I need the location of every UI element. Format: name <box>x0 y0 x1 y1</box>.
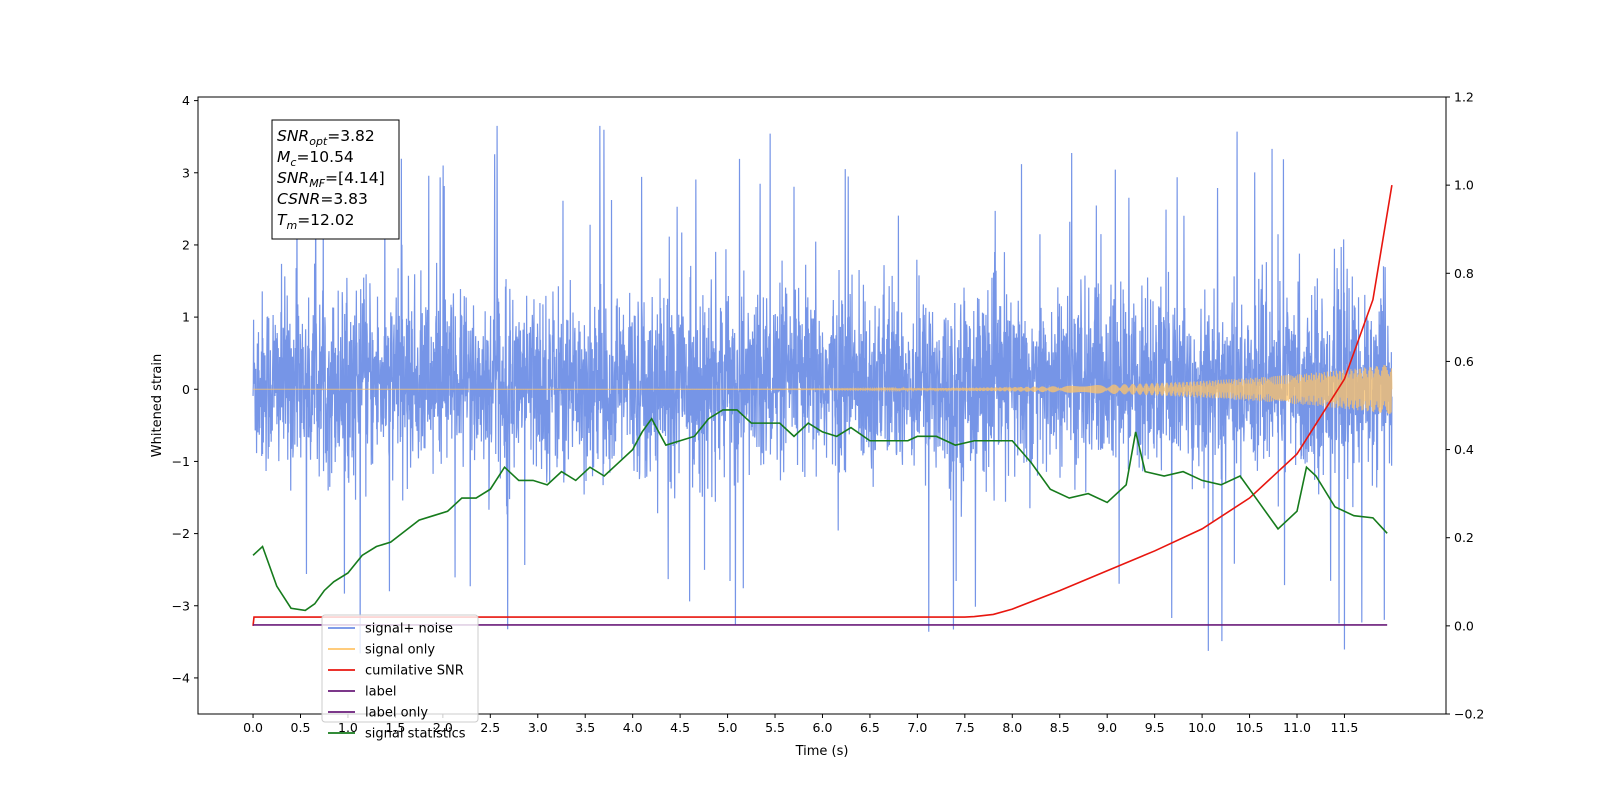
x-tick-label: 2.0 <box>433 720 453 735</box>
annotation-symbol: SNR <box>277 127 309 145</box>
y-left-tick-label: 4 <box>182 93 190 108</box>
annotation-line: SNRopt=3.82 <box>277 127 375 148</box>
annotation-value: =12.02 <box>297 211 354 229</box>
y-right-tick-label: 0.2 <box>1454 530 1474 545</box>
series-signal-noise <box>252 125 1393 654</box>
x-tick-label: 8.0 <box>1002 720 1022 735</box>
y-right-tick-label: 0.8 <box>1454 266 1474 281</box>
x-tick-label: 1.0 <box>338 720 358 735</box>
x-tick-label: 9.5 <box>1145 720 1165 735</box>
x-tick-label: 4.5 <box>670 720 690 735</box>
x-tick-label: 8.5 <box>1050 720 1070 735</box>
y-right-tick-label: −0.2 <box>1454 707 1484 722</box>
stats-annotation-box: SNRopt=3.82Mc=10.54SNRMF=[4.14]CSNR=3.83… <box>271 119 400 240</box>
series-cumilative-snr <box>252 185 1393 626</box>
x-tick-label: 7.5 <box>955 720 975 735</box>
annotation-symbol: T <box>277 211 288 229</box>
annotation-value: =3.82 <box>327 127 375 145</box>
annotation-subscript: c <box>290 156 296 169</box>
x-tick-label: 11.5 <box>1331 720 1359 735</box>
y-axis-right: −0.2 0.0 0.2 0.4 0.6 0.8 1.0 1.2 <box>1446 90 1484 722</box>
x-tick-label: 11.0 <box>1283 720 1311 735</box>
annotation-line: CSNR=3.83 <box>277 190 368 208</box>
y-right-tick-label: 0.4 <box>1454 442 1474 457</box>
x-tick-label: 0.5 <box>291 720 311 735</box>
legend-label: signal+ noise <box>365 622 453 637</box>
y-axis-label: Whitened strain <box>150 354 165 457</box>
y-left-tick-label: −4 <box>172 670 190 685</box>
annotation-line: SNRMF=[4.14] <box>277 169 385 190</box>
x-tick-label: 0.0 <box>243 720 263 735</box>
x-tick-label: 6.5 <box>860 720 880 735</box>
legend-label: cumilative SNR <box>365 664 464 679</box>
y-left-tick-label: −3 <box>172 598 190 613</box>
legend-label: label <box>365 685 396 700</box>
y-left-tick-label: 2 <box>182 237 190 252</box>
x-tick-label: 7.0 <box>907 720 927 735</box>
x-tick-label: 9.0 <box>1097 720 1117 735</box>
y-axis-left: −4 −3 −2 −1 0 1 2 3 4 <box>172 93 198 685</box>
annotation-value: =[4.14] <box>325 169 385 187</box>
annotation-subscript: m <box>286 219 297 232</box>
annotation-symbol: M <box>277 148 290 166</box>
annotation-subscript: opt <box>309 135 328 148</box>
y-left-tick-label: 0 <box>182 382 190 397</box>
x-tick-label: 10.0 <box>1188 720 1216 735</box>
y-left-tick-label: −1 <box>172 454 190 469</box>
annotation-frame <box>271 119 400 240</box>
legend-label: signal statistics <box>365 727 466 742</box>
x-tick-label: 3.5 <box>575 720 595 735</box>
legend: signal+ noise signal only cumilative SNR la… <box>321 614 479 742</box>
x-axis: 0.0 0.5 1.0 1.5 2.0 2.5 3.0 3.5 4.0 4.5 5.0 5.5 6.0 6… <box>243 714 1358 735</box>
x-tick-label: 10.5 <box>1236 720 1264 735</box>
series-signal-only <box>253 365 1393 415</box>
annotation-line: Mc=10.54 <box>277 148 354 169</box>
y-left-tick-label: −2 <box>172 526 190 541</box>
x-tick-label: 5.0 <box>718 720 738 735</box>
series-signal-statistics <box>252 409 1388 612</box>
annotation-symbol: SNR <box>277 169 309 187</box>
y-left-tick-label: 1 <box>182 310 190 325</box>
x-axis-label: Time (s) <box>795 744 849 759</box>
x-tick-label: 2.5 <box>480 720 500 735</box>
legend-label: signal only <box>365 643 435 658</box>
x-tick-label: 3.0 <box>528 720 548 735</box>
annotation-symbol: CSNR <box>277 190 320 208</box>
legend-frame <box>321 614 479 723</box>
x-tick-label: 6.0 <box>813 720 833 735</box>
annotation-value: =10.54 <box>296 148 353 166</box>
annotation-line: Tm=12.02 <box>277 211 355 232</box>
y-right-tick-label: 1.0 <box>1454 178 1474 193</box>
y-right-tick-label: 0.0 <box>1454 618 1474 633</box>
x-tick-label: 1.5 <box>385 720 405 735</box>
y-right-tick-label: 0.6 <box>1454 354 1474 369</box>
legend-label: label only <box>365 706 428 721</box>
x-tick-label: 5.5 <box>765 720 785 735</box>
y-left-tick-label: 3 <box>182 165 190 180</box>
annotation-subscript: MF <box>309 177 325 190</box>
y-right-tick-label: 1.2 <box>1454 90 1474 105</box>
annotation-value: =3.83 <box>320 190 368 208</box>
x-tick-label: 4.0 <box>623 720 643 735</box>
